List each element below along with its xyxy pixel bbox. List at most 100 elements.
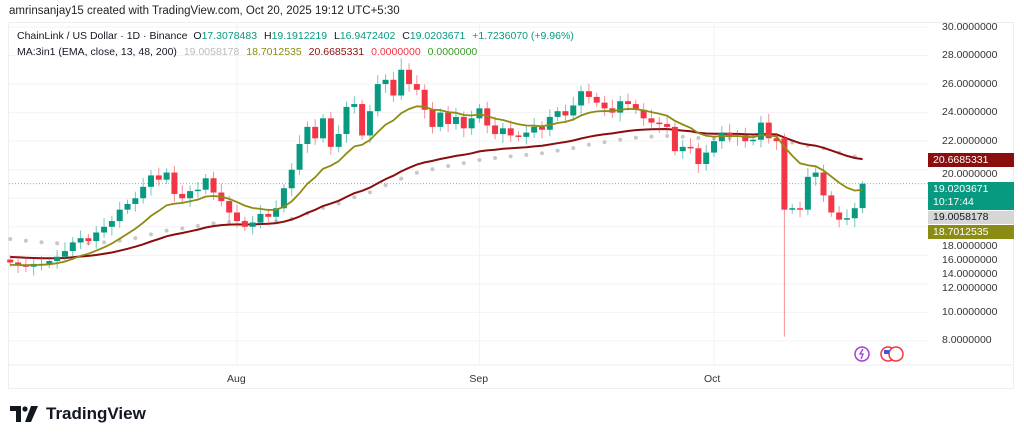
ema200-dot (633, 135, 638, 140)
ema200-dot (477, 157, 482, 162)
ma-value-5: 0.0000000 (427, 46, 478, 58)
change-value: +1.7236070 (+9.96%) (472, 30, 574, 42)
candle-up (617, 101, 624, 113)
ma-value-13: 18.7012535 (246, 46, 302, 58)
candle-down (226, 201, 233, 213)
candle-up (296, 144, 303, 170)
ema13-price-badge: 18.7012535 (928, 225, 1014, 240)
ema200-dot (227, 220, 232, 225)
candle-up (382, 79, 389, 85)
ema200-dot (430, 167, 435, 172)
candle-up (163, 172, 170, 180)
candle-down (406, 69, 413, 85)
candle-down (15, 262, 22, 266)
candle-down (687, 146, 694, 149)
last-price: 19.0203671 (933, 183, 989, 196)
ema200-dot (649, 134, 654, 139)
candle-up (578, 91, 585, 106)
candle-down (726, 132, 733, 137)
ema200-dot (618, 137, 623, 142)
candle-up (366, 111, 373, 136)
price-tick-label: 26.0000000 (942, 77, 998, 90)
candle-down (656, 122, 663, 125)
candle-down (773, 138, 780, 142)
candle-up (468, 118, 475, 129)
us-flag-canton (884, 350, 889, 354)
ema200-dot (571, 146, 576, 151)
candle-up (202, 178, 209, 190)
low-value: 16.9472402 (339, 30, 396, 42)
candle-up (101, 226, 108, 233)
candle-down (390, 79, 397, 96)
candle-down (632, 104, 639, 110)
candle-down (210, 178, 217, 193)
low-label: L (333, 30, 340, 42)
candle-up (757, 122, 764, 140)
ema200-dot (602, 140, 607, 145)
candle-up (194, 189, 201, 192)
candle-up (46, 261, 53, 264)
candle-up (140, 186, 147, 199)
candle-up (77, 238, 84, 243)
ema200-dot (414, 170, 419, 175)
ema200-dot (383, 183, 388, 188)
candle-up (320, 118, 327, 139)
symbol-title[interactable]: ChainLink / US Dollar · 1D · Binance (17, 30, 188, 42)
candle-up (351, 104, 358, 107)
candle-down (601, 102, 608, 109)
candle-down (828, 195, 835, 213)
candle-up (499, 128, 506, 135)
ma-value-200: 19.0058178 (183, 46, 240, 58)
candle-up (249, 222, 256, 227)
candle-down (7, 259, 14, 263)
price-tick-label: 16.0000000 (942, 254, 998, 267)
candle-down (85, 238, 92, 242)
ema200-dot (665, 133, 670, 138)
price-tick-label: 28.0000000 (942, 49, 998, 62)
candle-up (804, 176, 811, 210)
candle-up (273, 208, 280, 217)
ema200-dot (446, 163, 451, 168)
candle-up (570, 105, 577, 116)
logo-text: TradingView (46, 404, 146, 423)
candle-down (265, 213, 272, 217)
ema200-dot (39, 240, 44, 245)
ema13-line (10, 105, 863, 267)
candle-down (585, 91, 592, 97)
candle-down (421, 89, 428, 110)
candle-down (429, 109, 436, 127)
candle-up (257, 213, 264, 223)
price-tick-label: 14.0000000 (942, 268, 998, 281)
last-price-badge: 19.0203671 10:17:44 (928, 182, 1014, 211)
ema200-dot (195, 223, 200, 228)
candle-up (108, 221, 115, 227)
price-tick-label: 18.0000000 (942, 240, 998, 253)
candle-up (789, 208, 796, 210)
ema48-line (10, 127, 863, 260)
candle-down (695, 148, 702, 164)
ema200-price-badge: 19.0058178 (928, 211, 1014, 225)
ema200-dot (211, 221, 216, 226)
candle-up (437, 112, 444, 127)
time-tick-label: Oct (704, 373, 721, 385)
ema200-dot (555, 148, 560, 153)
candle-down (359, 104, 366, 136)
candle-up (703, 152, 710, 164)
candle-down (492, 125, 499, 135)
candle-down (836, 212, 843, 220)
close-value: 19.0203671 (409, 30, 466, 42)
us-flag-icon-2 (888, 346, 904, 362)
candle-up (288, 169, 295, 189)
candle-up (280, 188, 287, 209)
high-value: 19.1912219 (271, 30, 328, 42)
ma-title[interactable]: MA:3in1 (EMA, close, 13, 48, 200) (17, 46, 177, 58)
ema200-dot (524, 152, 529, 157)
ema200-dot (586, 142, 591, 147)
tradingview-logo[interactable]: TradingView (10, 404, 146, 424)
candle-up (147, 175, 154, 187)
candle-down (515, 135, 522, 137)
candle-down (593, 96, 600, 103)
ema48-price-badge: 20.6685331 (928, 153, 1014, 168)
candle-down (460, 116, 467, 129)
